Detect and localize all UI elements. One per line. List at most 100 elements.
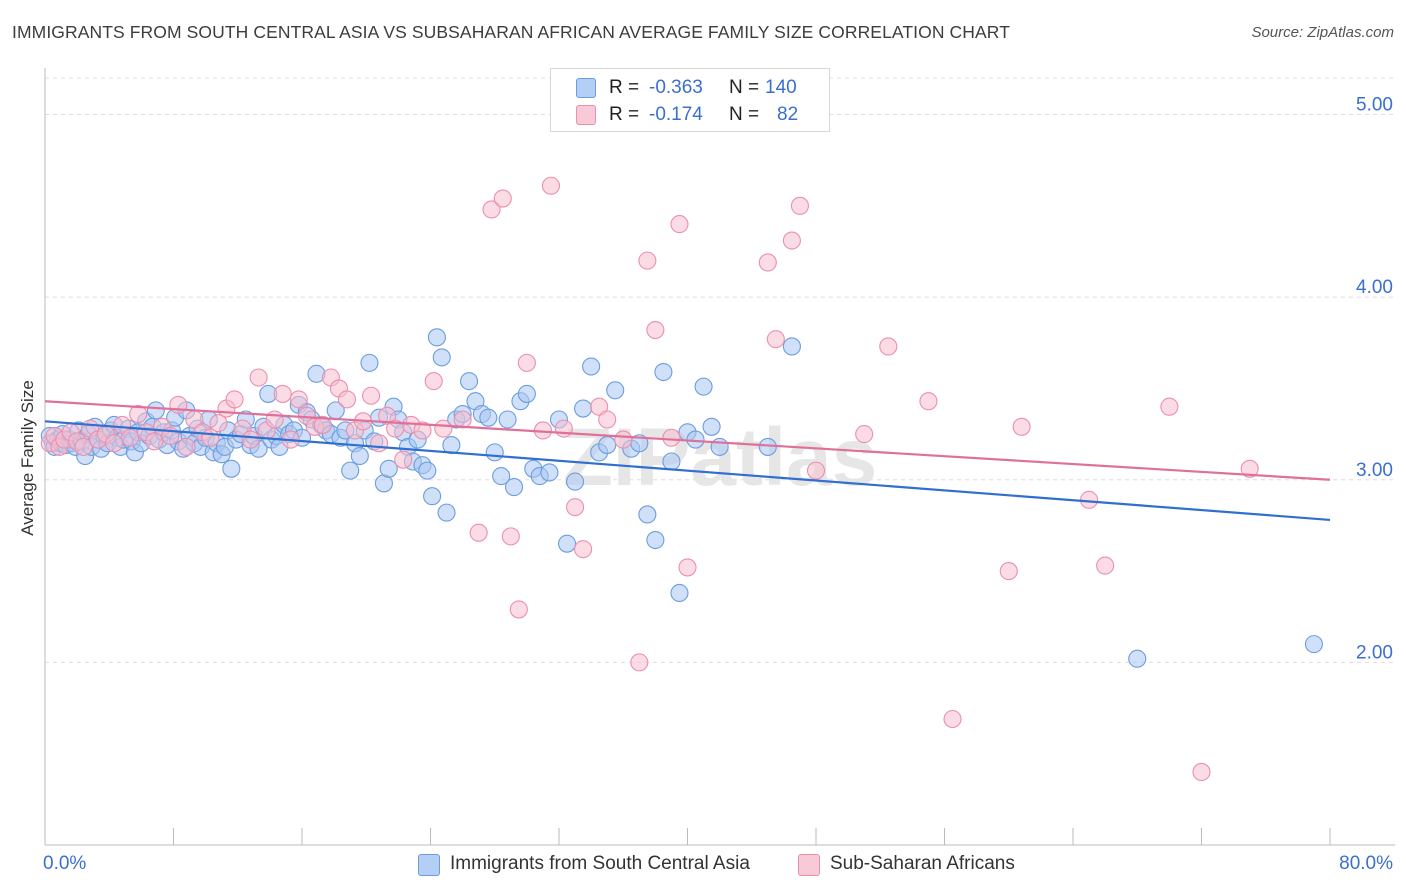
pink-point — [1080, 490, 1099, 509]
legend-label: Immigrants from South Central Asia — [450, 853, 750, 874]
pink-point — [1012, 417, 1031, 436]
stats-row-blue: R = -0.363 N = 140 — [551, 75, 829, 99]
pink-point — [362, 386, 381, 405]
blue-point — [427, 328, 446, 347]
pink-point — [919, 392, 938, 411]
pink-point — [249, 368, 268, 387]
pink-point — [554, 419, 573, 438]
pink-point — [145, 432, 164, 451]
pink-point — [413, 421, 432, 440]
y-tick-label: 5.00 — [1356, 95, 1393, 116]
pink-point — [273, 384, 292, 403]
blue-swatch — [576, 78, 596, 98]
pink-point — [566, 498, 585, 517]
blue-point — [702, 417, 721, 436]
pink-point — [678, 558, 697, 577]
blue-point — [758, 437, 777, 456]
blue-point — [479, 408, 498, 427]
pink-point — [225, 390, 244, 409]
blue-swatch — [418, 854, 440, 876]
blue-point — [517, 384, 536, 403]
x-tick-label: 0.0% — [43, 853, 86, 874]
pink-point — [453, 410, 472, 429]
blue-trend-line — [44, 420, 1331, 522]
pink-point — [999, 562, 1018, 581]
blue-point — [418, 461, 437, 480]
pink-trend-line — [44, 400, 1331, 481]
blue-point — [782, 337, 801, 356]
pink-point — [434, 419, 453, 438]
pink-point — [241, 430, 260, 449]
r-value: -0.363 — [649, 77, 703, 98]
pink-point — [590, 397, 609, 416]
stats-row-pink: R = -0.174 N = 82 — [551, 102, 829, 126]
r-value: -0.174 — [649, 104, 703, 125]
pink-point — [265, 410, 284, 429]
pink-point — [424, 372, 443, 391]
pink-point — [943, 709, 962, 729]
stats-legend: R = -0.363 N = 140 R = -0.174 N = 82 — [550, 68, 830, 132]
blue-point — [662, 452, 681, 471]
r-label: R = — [609, 77, 640, 98]
n-value: 82 — [777, 104, 799, 125]
pink-point — [790, 196, 809, 215]
pink-point — [766, 330, 785, 349]
pink-point — [378, 406, 397, 425]
blue-point — [598, 436, 617, 455]
blue-point — [606, 381, 625, 400]
source-credit: Source: ZipAtlas.com — [1251, 24, 1394, 41]
pink-point — [879, 337, 898, 356]
pink-point — [670, 215, 689, 234]
blue-point — [423, 487, 442, 506]
pink-point — [482, 200, 501, 219]
blue-point — [222, 459, 241, 478]
y-tick-label: 2.00 — [1356, 642, 1393, 663]
pink-swatch — [576, 105, 596, 125]
blue-point — [710, 437, 729, 456]
blue-point — [504, 478, 524, 497]
pink-point — [105, 434, 124, 453]
pink-point — [782, 231, 801, 250]
blue-point — [582, 357, 601, 376]
blue-point — [459, 372, 479, 391]
pink-point — [614, 430, 633, 449]
pink-point — [1192, 762, 1211, 782]
blue-point — [379, 459, 398, 478]
blue-point — [670, 583, 689, 603]
blue-point — [341, 461, 360, 480]
blue-point — [694, 377, 713, 396]
blue-point — [574, 399, 593, 418]
pink-point — [370, 434, 389, 453]
pink-point — [469, 523, 488, 542]
blue-point — [566, 472, 585, 491]
pink-point — [313, 415, 332, 435]
pink-point — [501, 527, 520, 546]
blue-point — [485, 443, 504, 462]
pink-point — [113, 415, 132, 435]
blue-point — [557, 534, 577, 553]
blue-point — [360, 353, 379, 372]
pink-point — [209, 414, 228, 433]
blue-point — [654, 362, 673, 382]
blue-point — [432, 348, 451, 367]
pink-point — [1096, 556, 1115, 575]
r-label: R = — [609, 104, 640, 125]
blue-point — [437, 503, 456, 522]
pink-point — [121, 428, 140, 447]
pink-point — [855, 425, 874, 444]
n-label: N = — [729, 104, 760, 125]
pink-point — [509, 600, 528, 619]
blue-point — [1304, 635, 1323, 654]
pink-point — [129, 404, 148, 424]
pink-swatch — [798, 854, 820, 876]
y-axis-label: Average Family Size — [18, 380, 37, 536]
pink-point — [662, 428, 681, 447]
pink-point — [541, 176, 561, 195]
legend-label: Sub-Saharan Africans — [830, 853, 1015, 874]
blue-point — [498, 410, 517, 429]
pink-point — [646, 320, 665, 340]
pink-point — [1160, 397, 1179, 416]
chart-title: IMMIGRANTS FROM SOUTH CENTRAL ASIA VS SU… — [12, 22, 1011, 42]
blue-point — [540, 463, 559, 482]
